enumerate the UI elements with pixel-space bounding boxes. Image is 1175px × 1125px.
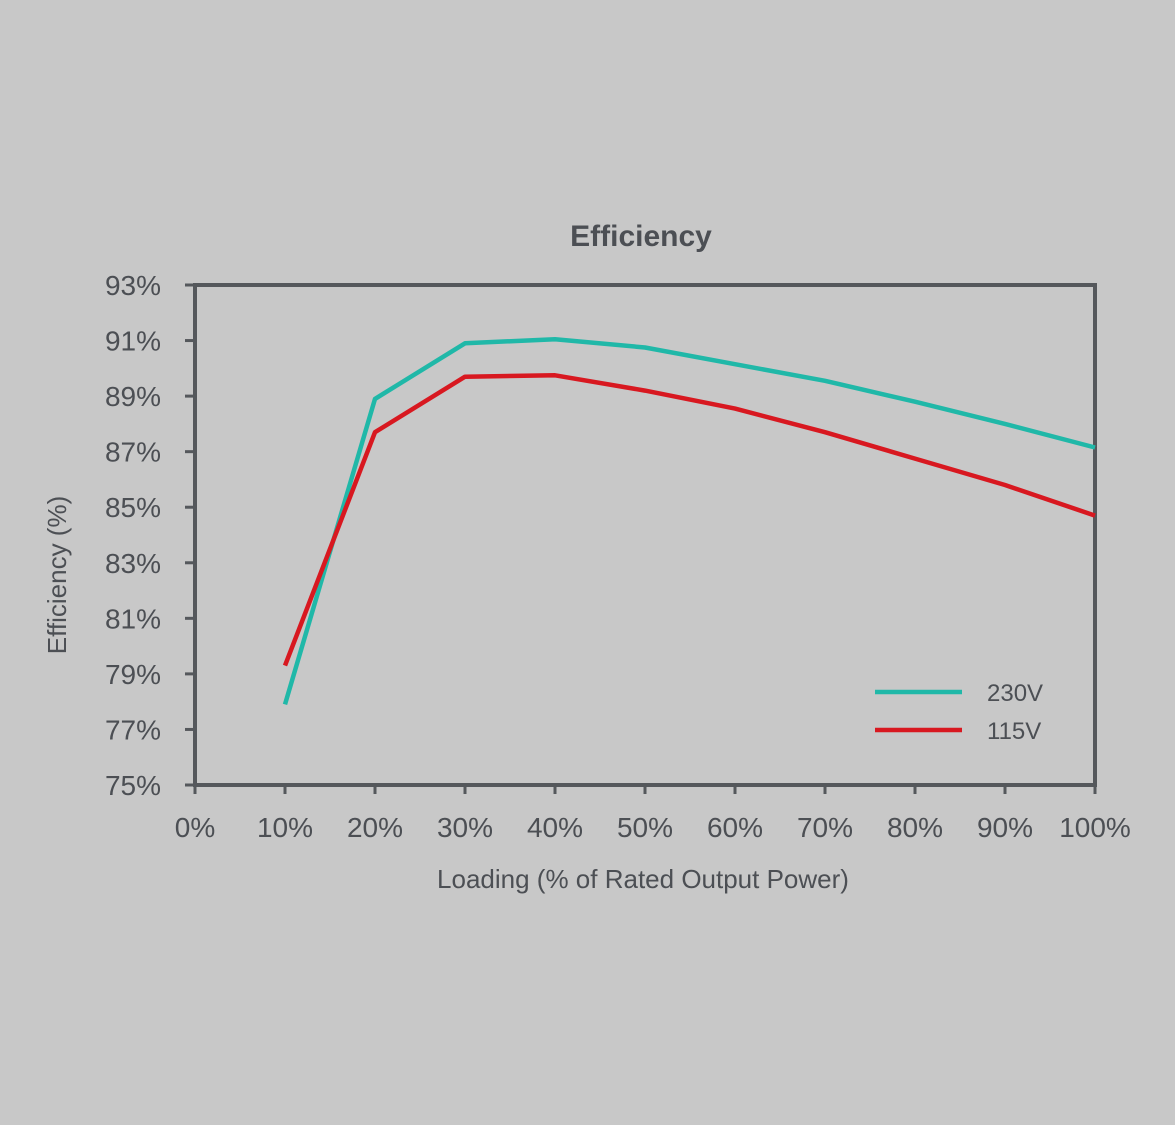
x-tick-label: 70% <box>797 812 853 843</box>
x-tick-label: 80% <box>887 812 943 843</box>
y-tick-label: 89% <box>105 381 161 412</box>
y-tick-label: 85% <box>105 492 161 523</box>
y-tick-label: 79% <box>105 659 161 690</box>
y-tick-label: 87% <box>105 437 161 468</box>
x-tick-label: 50% <box>617 812 673 843</box>
y-tick-label: 83% <box>105 548 161 579</box>
chart-title: Efficiency <box>570 220 712 253</box>
series-line-230v <box>282 336 1096 706</box>
y-tick-label: 75% <box>105 770 161 801</box>
y-tick-label: 77% <box>105 714 161 745</box>
x-tick-label: 10% <box>257 812 313 843</box>
y-tick-label: 91% <box>105 326 161 357</box>
y-tick-label: 81% <box>105 603 161 634</box>
y-tick-label: 93% <box>105 270 161 301</box>
plot-frame <box>193 283 1097 787</box>
x-tick-label: 90% <box>977 812 1033 843</box>
x-tick-label: 0% <box>175 812 215 843</box>
series-line-115v <box>282 373 1096 667</box>
x-tick-label: 30% <box>437 812 493 843</box>
legend-label-230v: 230V <box>987 680 1043 707</box>
x-axis-title: Loading (% of Rated Output Power) <box>437 864 849 894</box>
y-axis-title: Efficiency (%) <box>42 496 72 654</box>
x-tick-label: 60% <box>707 812 763 843</box>
x-tick-label: 100% <box>1059 812 1131 843</box>
x-tick-label: 20% <box>347 812 403 843</box>
x-tick-label: 40% <box>527 812 583 843</box>
legend-label-115v: 115V <box>987 718 1041 745</box>
